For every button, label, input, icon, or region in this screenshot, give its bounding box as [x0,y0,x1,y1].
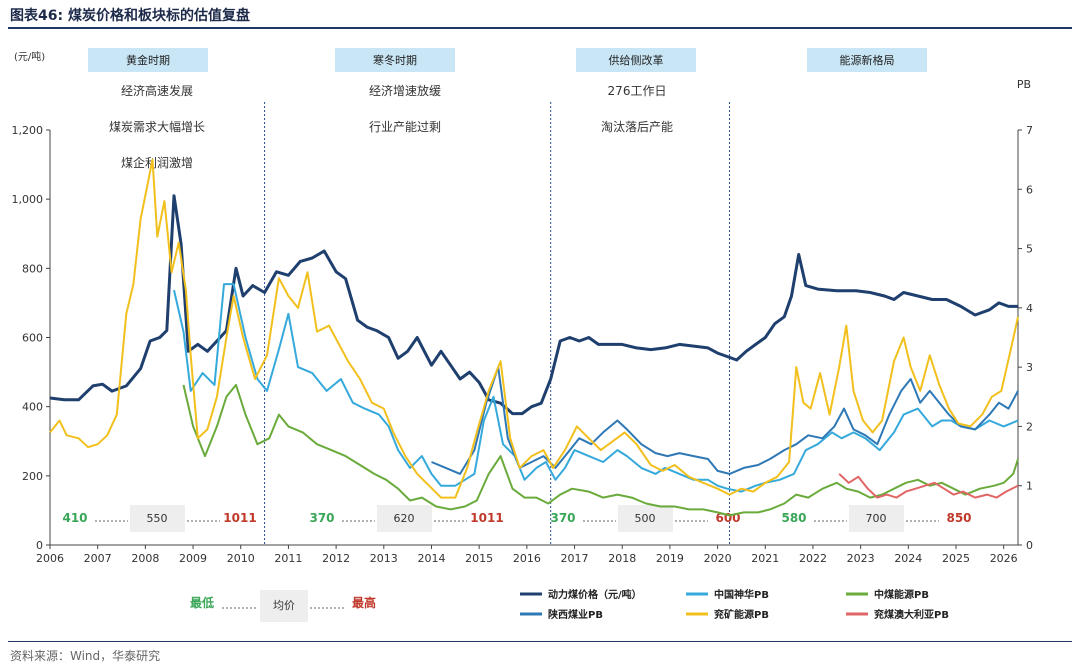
x-tick-label: 2011 [274,552,302,565]
phase-avg-value: 500 [635,512,656,525]
phase-header-label: 能源新格局 [840,53,895,67]
right-tick-label: 1 [1026,480,1033,493]
key-avg-label: 均价 [273,599,295,612]
phase-low-value: 410 [62,511,87,525]
series-line [49,194,1018,416]
x-tick-label: 2017 [561,552,589,565]
series-line [182,383,1019,517]
x-tick-label: 2025 [942,552,970,565]
right-tick-label: 2 [1026,420,1033,433]
phase-high-value: 850 [946,511,971,525]
left-axis-title: (元/吨) [14,50,45,63]
x-tick-label: 2016 [513,552,541,565]
phase-header-box [335,48,455,72]
phase-avg-box [130,505,185,532]
x-tick-label: 2024 [894,552,922,565]
x-tick-label: 2006 [36,552,64,565]
phase-note: 经济高速发展 [121,83,193,98]
phase-header-label: 供给侧改革 [609,53,664,67]
phase-note: 淘汰落后产能 [601,120,673,134]
left-tick-label: 200 [22,470,43,483]
x-tick-label: 2020 [704,552,732,565]
right-tick-label: 0 [1026,539,1033,552]
series-line [838,473,1019,499]
x-tick-label: 2021 [751,552,779,565]
phase-header-box [576,48,696,72]
left-tick-label: 400 [22,401,43,414]
title-rule [8,27,1072,29]
x-tick-label: 2007 [84,552,112,565]
phase-header-label: 黄金时期 [126,53,170,67]
phase-low-value: 370 [550,511,575,525]
x-tick-label: 2019 [656,552,684,565]
legend-label: 陕西煤业PB [548,608,603,621]
right-tick-label: 5 [1026,243,1033,256]
right-tick-label: 7 [1026,124,1033,137]
phase-high-value: 1011 [223,511,256,525]
legend-label: 中煤能源PB [874,588,929,601]
right-tick-label: 4 [1026,302,1033,315]
right-axis-title: PB [1017,78,1031,91]
phase-low-value: 370 [309,511,334,525]
phase-avg-value: 700 [866,512,887,525]
legend-label: 中国神华PB [714,588,769,601]
x-tick-label: 2012 [322,552,350,565]
left-tick-label: 0 [36,539,43,552]
x-tick-label: 2014 [417,552,445,565]
x-tick-label: 2010 [227,552,255,565]
x-tick-label: 2023 [847,552,875,565]
legend-label: 动力煤价格（元/吨） [548,588,642,601]
key-low-label: 最低 [190,595,214,610]
right-tick-label: 6 [1026,183,1033,196]
left-tick-label: 1,000 [12,193,44,206]
x-tick-label: 2022 [799,552,827,565]
phase-header-box [88,48,208,72]
phase-header-label: 寒冬时期 [373,53,417,67]
left-tick-label: 600 [22,332,43,345]
phase-avg-box [849,505,904,532]
phase-note: 276工作日 [608,84,667,98]
x-tick-label: 2026 [990,552,1018,565]
x-tick-label: 2008 [131,552,159,565]
phase-avg-box [377,505,432,532]
key-high-label: 最高 [352,595,376,610]
x-tick-label: 2015 [465,552,493,565]
figure-title: 图表46: 煤炭价格和板块标的估值复盘 [10,8,250,24]
x-tick-label: 2013 [370,552,398,565]
source-note: 资料来源：Wind，华泰研究 [10,649,161,663]
phase-avg-box [618,505,673,532]
left-tick-label: 800 [22,262,43,275]
phase-header-box [807,48,927,72]
series-line [173,283,1019,493]
source-rule [8,641,1072,642]
legend-label: 兖矿能源PB [714,608,769,621]
phase-high-value: 1011 [470,511,503,525]
key-avg-box [260,590,308,622]
phase-low-value: 580 [781,511,806,525]
phase-avg-value: 550 [147,512,168,525]
legend-label: 兖煤澳大利亚PB [874,608,949,621]
x-tick-label: 2018 [608,552,636,565]
x-tick-label: 2009 [179,552,207,565]
phase-note: 煤炭需求大幅增长 [109,119,205,134]
right-tick-label: 3 [1026,361,1033,374]
series-line [431,366,1019,475]
phase-note: 经济增速放缓 [369,83,441,98]
phase-note: 行业产能过剩 [369,120,441,134]
phase-note: 煤企利润激增 [121,155,193,170]
left-tick-label: 1,200 [12,124,44,137]
series-line [49,158,1019,499]
phase-avg-value: 620 [394,512,415,525]
